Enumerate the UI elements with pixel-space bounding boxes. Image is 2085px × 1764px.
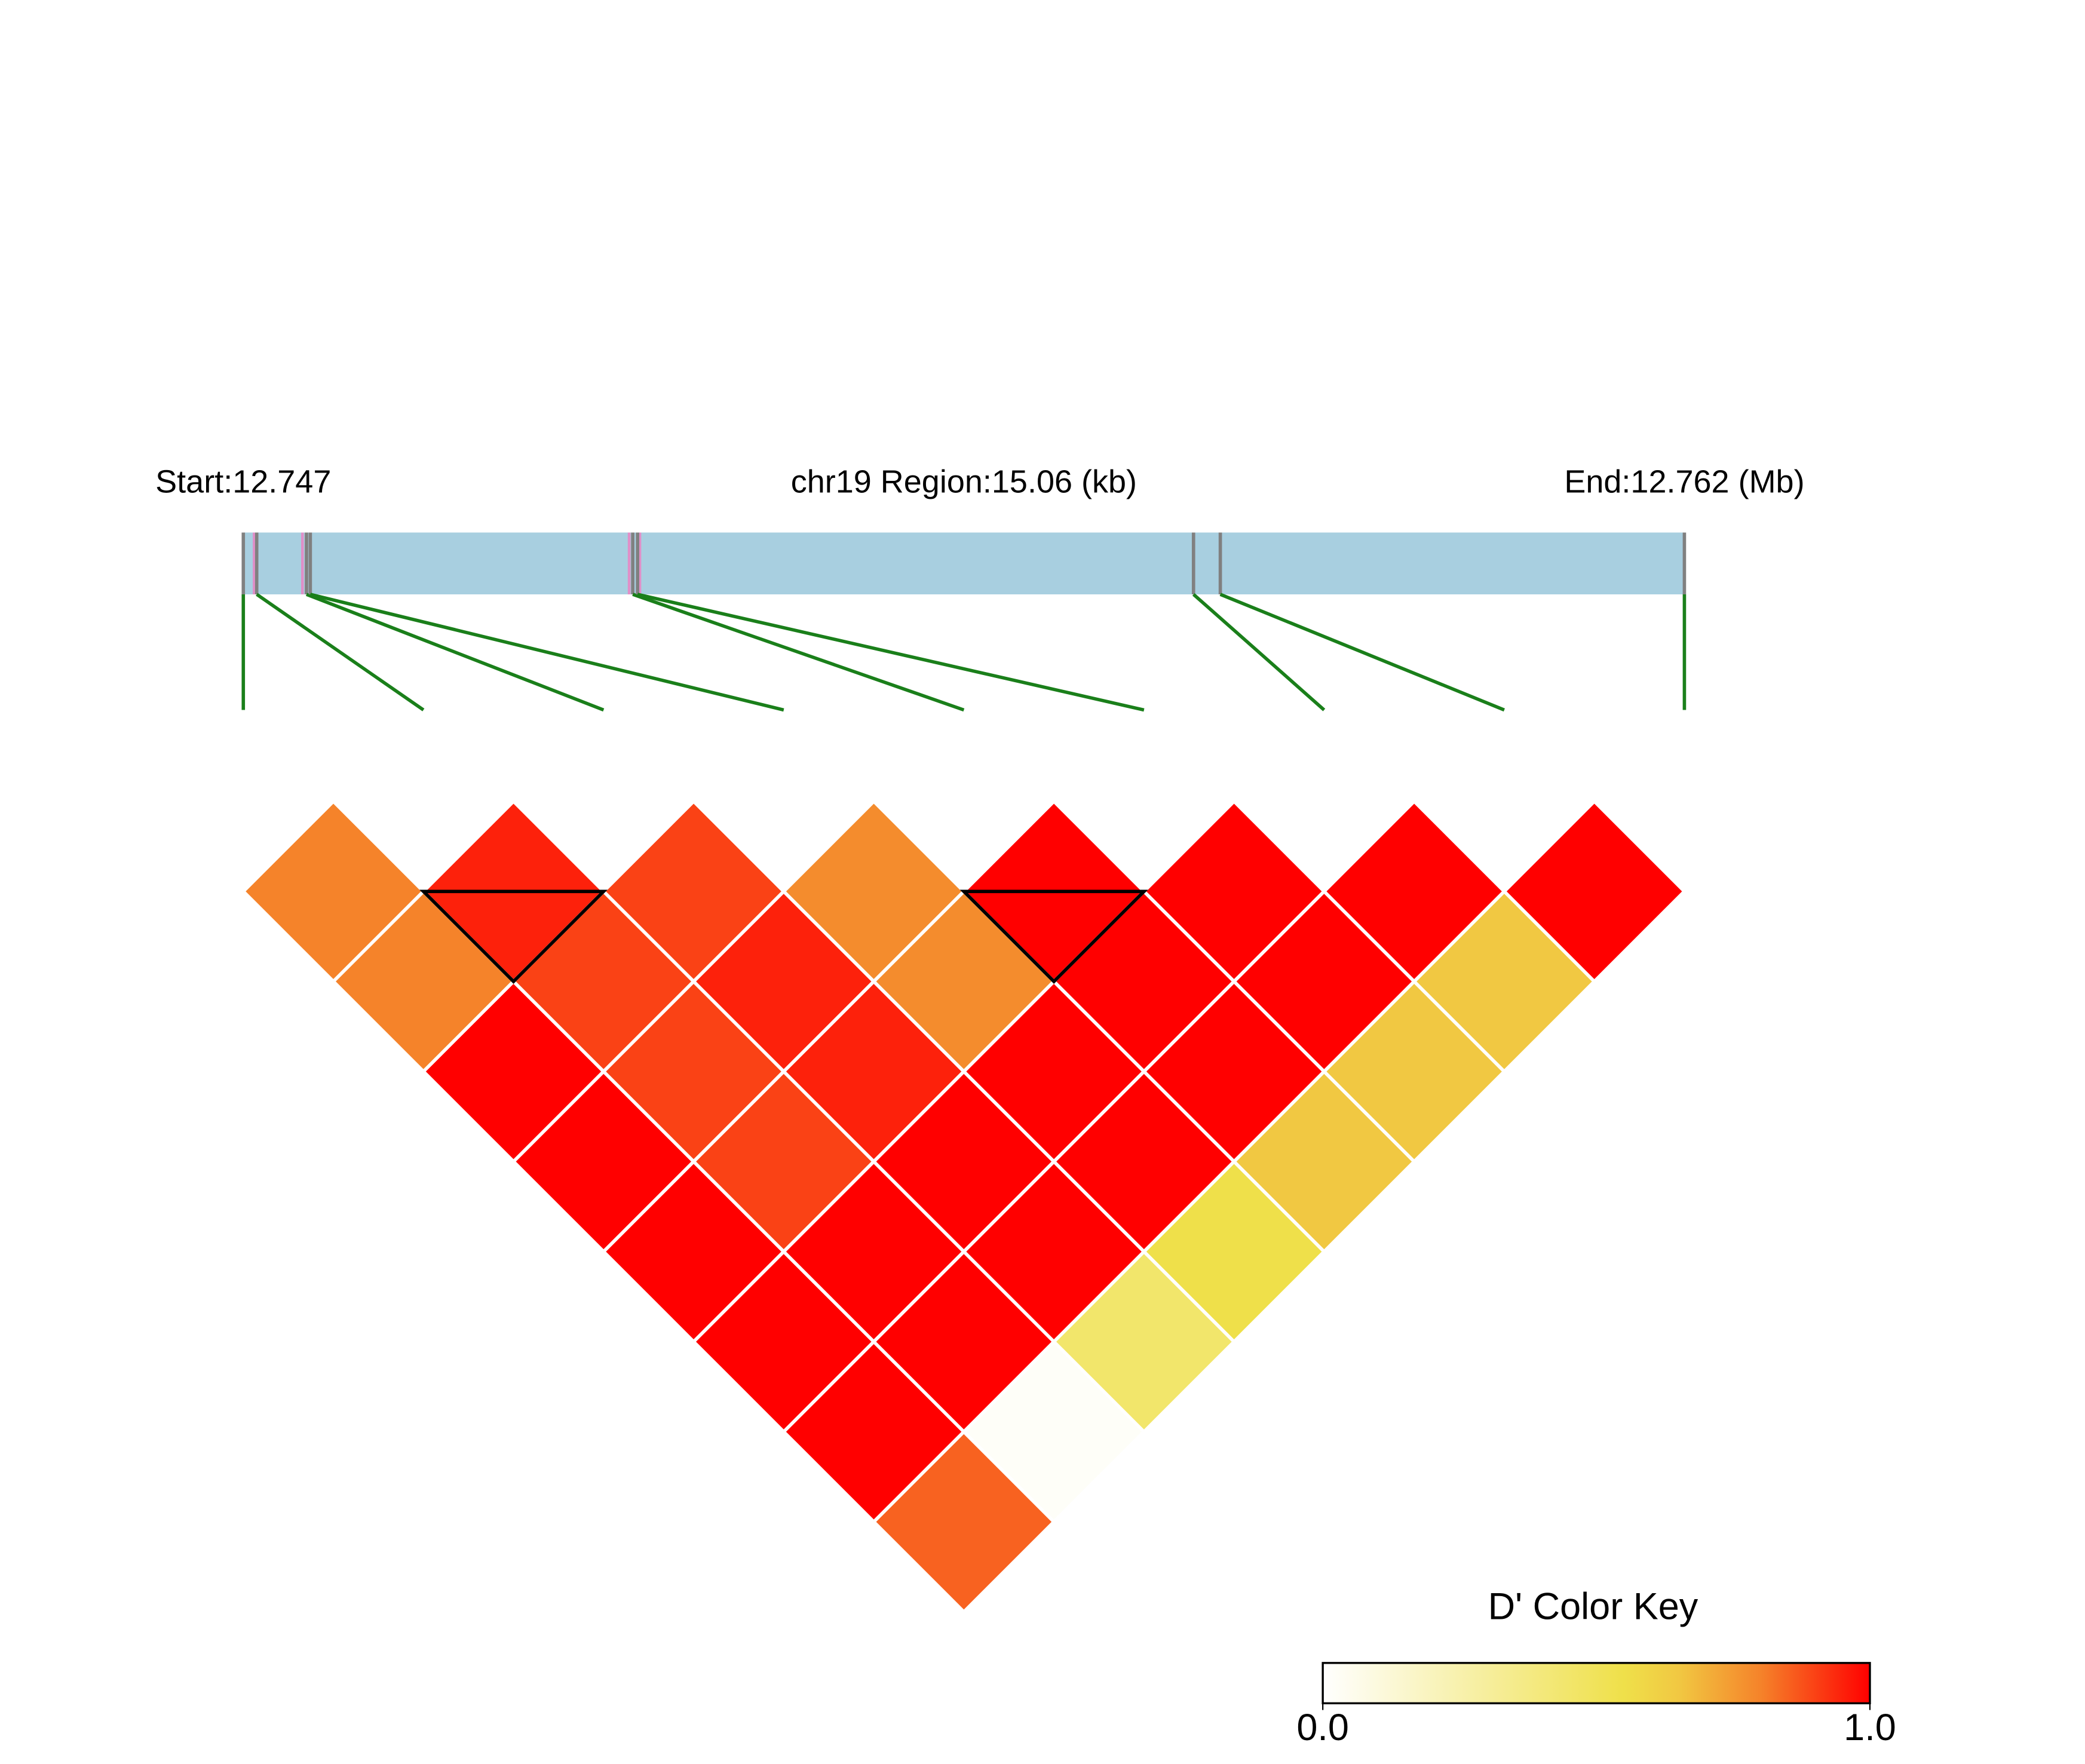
snp-link: [632, 593, 965, 712]
end-label: End:12.762 (Mb): [1564, 464, 1804, 500]
snp-link: [309, 593, 784, 712]
color-key-tick-label: 1.0: [1844, 1707, 1896, 1748]
region-label: chr19 Region:15.06 (kb): [791, 464, 1137, 500]
ld-cell: [1501, 799, 1687, 984]
snp-link: [1192, 593, 1326, 711]
snp-link: [256, 593, 425, 711]
color-key-tick-label: 0.0: [1296, 1707, 1349, 1748]
snp-link: [305, 593, 605, 712]
color-key-title: D' Color Key: [1488, 1585, 1698, 1627]
ld-block: [419, 889, 608, 984]
snp-link: [1219, 593, 1505, 712]
ld-block: [959, 889, 1148, 984]
snp-link: [637, 593, 1145, 712]
color-key-bar: [1321, 1662, 1871, 1705]
start-label: Start:12.747: [155, 464, 331, 500]
gene-track: [243, 532, 1685, 594]
gene-bar: [243, 532, 1685, 594]
